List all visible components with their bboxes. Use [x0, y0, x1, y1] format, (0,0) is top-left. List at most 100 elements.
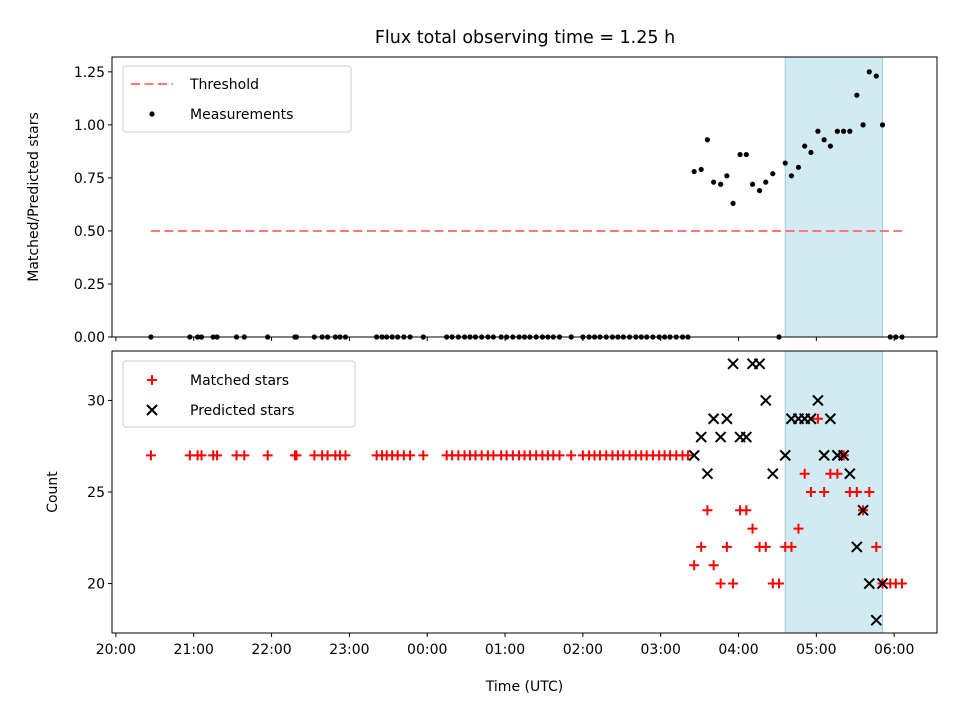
predicted-star-point: [701, 467, 714, 480]
predicted-star-point: [824, 413, 837, 425]
predicted-star-point: [760, 394, 772, 407]
matched-star-point: [262, 450, 273, 461]
bottom-x-ticks: 20:00 21:00 22:00 23:00 00:00 01:00 02:00 03:00…: [96, 633, 914, 658]
matched-star-point: [239, 450, 250, 461]
matched-star-point: [566, 450, 577, 461]
legend-threshold-label: Threshold: [189, 77, 259, 93]
predicted-star-point: [870, 614, 882, 626]
x-tick-label: 06:00: [874, 642, 914, 658]
legend-measurements-label: Measurements: [190, 107, 293, 123]
predicted-star-point: [857, 504, 869, 517]
matched-star-point: [418, 450, 429, 461]
x-tick-label: 02:00: [563, 642, 603, 658]
matched-star-point: [832, 468, 843, 479]
predicted-stars-points: [688, 358, 889, 626]
bottom-legend: Matched stars Predicted stars: [122, 360, 356, 428]
legend-matched-marker: [147, 375, 157, 385]
matched-star-point: [812, 413, 823, 424]
measurement-point: [724, 173, 730, 179]
top-y-ticks: 0.00 0.25 0.50 0.75 1.00 1.25: [74, 65, 112, 346]
measurement-point: [691, 168, 697, 175]
predicted-star-point: [740, 431, 753, 443]
top-y-tick-label: 0.25: [74, 277, 105, 293]
bottom-y-axis-label: Count: [45, 471, 61, 513]
measurement-point: [841, 128, 847, 134]
x-tick-label: 21:00: [174, 642, 214, 658]
x-tick-label: 23:00: [329, 642, 369, 658]
matched-star-point: [554, 450, 565, 461]
matched-star-point: [819, 487, 830, 497]
bottom-panel: 20 25 30 20:00 21:00 22:00 23:00 00:00 01:00 02:…: [45, 350, 938, 695]
measurement-point: [860, 122, 866, 128]
predicted-star-point: [818, 449, 830, 462]
x-tick-label: 04:00: [718, 642, 758, 658]
measurement-point: [711, 179, 717, 185]
measurement-point: [808, 149, 814, 156]
matched-star-point: [728, 578, 739, 589]
matched-star-point: [851, 487, 862, 497]
measurement-point: [763, 179, 769, 185]
predicted-star-point: [727, 358, 739, 370]
measurement-point: [718, 181, 724, 187]
predicted-star-point: [707, 413, 720, 425]
top-y-tick-label: 1.25: [74, 65, 105, 81]
legend-predicted-label: Predicted stars: [190, 403, 295, 419]
matched-star-point: [793, 523, 804, 534]
matched-star-point: [145, 450, 156, 461]
x-tick-label: 05:00: [796, 642, 836, 658]
measurement-point: [737, 151, 743, 158]
measurement-point: [847, 128, 853, 134]
legend-matched-label: Matched stars: [190, 373, 289, 389]
x-tick-label: 20:00: [96, 642, 136, 658]
top-y-tick-label: 0.75: [74, 171, 105, 187]
matched-star-point: [196, 450, 207, 461]
matched-star-point: [896, 578, 907, 589]
bottom-plot-frame: [111, 350, 938, 634]
bottom-y-tick-label: 30: [87, 393, 105, 409]
measurement-point: [879, 122, 886, 128]
chart-title: Flux total observing time = 1.25 h: [375, 28, 675, 48]
predicted-star-point: [844, 467, 856, 480]
matched-star-point: [799, 468, 810, 479]
matched-star-point: [340, 450, 351, 461]
matched-star-point: [747, 523, 758, 534]
measurement-point: [743, 151, 749, 158]
measurement-point: [704, 137, 711, 143]
measurement-point: [802, 143, 808, 149]
measurement-point: [756, 188, 763, 194]
top-y-axis-label: Matched/Predicted stars: [26, 112, 42, 282]
matched-star-point: [696, 541, 707, 552]
matched-star-point: [682, 450, 693, 461]
matched-star-point: [212, 450, 223, 461]
measurement-point: [770, 171, 776, 177]
matched-star-point: [708, 560, 719, 571]
predicted-star-point: [812, 394, 824, 407]
predicted-star-point: [876, 577, 889, 590]
matched-star-point: [864, 487, 875, 497]
predicted-star-point: [688, 449, 700, 462]
top-plot-frame: [111, 56, 938, 338]
top-legend-box: [122, 65, 352, 133]
x-tick-label: 00:00: [407, 642, 447, 658]
matched-star-point: [689, 560, 700, 571]
measurement-point: [730, 200, 736, 206]
bottom-y-tick-label: 20: [87, 577, 105, 593]
bottom-y-tick-label: 25: [87, 485, 105, 501]
predicted-star-point: [805, 413, 817, 425]
top-y-tick-label: 0.50: [74, 224, 105, 240]
bottom-legend-box: [122, 360, 356, 428]
matched-star-point: [871, 541, 882, 552]
matched-star-point: [760, 541, 771, 552]
measurement-point: [788, 173, 795, 179]
predicted-star-point: [837, 449, 850, 462]
matched-star-point: [741, 505, 752, 516]
measurement-point: [698, 166, 704, 173]
top-legend: Threshold Measurements: [122, 65, 352, 133]
matched-star-point: [786, 541, 797, 552]
legend-predicted-marker: [146, 404, 158, 416]
measurement-point: [815, 128, 821, 134]
measurement-point: [821, 137, 827, 143]
matched-star-point: [721, 541, 732, 552]
bottom-y-ticks: 20 25 30: [87, 393, 112, 593]
